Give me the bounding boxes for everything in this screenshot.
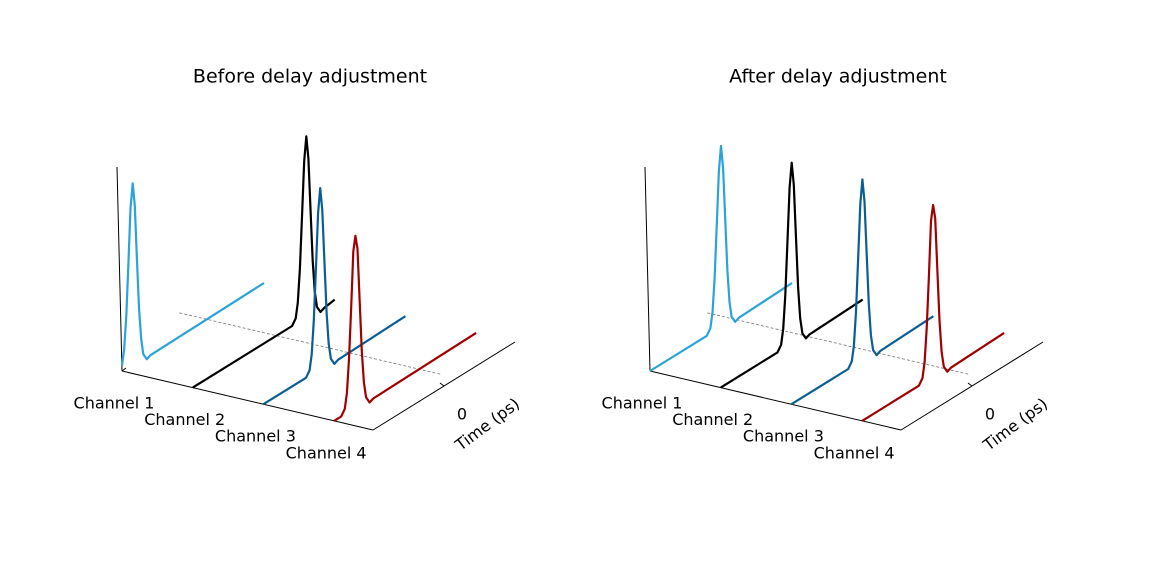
channel-label: Channel 3 <box>215 427 296 446</box>
channel-axis <box>121 370 374 431</box>
trace <box>649 144 793 372</box>
amplitude-axis <box>116 166 123 372</box>
channel-label: Channel 1 <box>602 394 683 413</box>
x-axis-label: Time (ps) <box>979 394 1051 455</box>
chart-title: After delay adjustment <box>729 66 947 88</box>
amplitude-axis <box>644 166 651 372</box>
channel-label: Channel 3 <box>743 427 824 446</box>
channel-label: Channel 2 <box>672 410 753 429</box>
reference-line <box>707 312 970 375</box>
channel-label: Channel 4 <box>286 443 367 462</box>
x-axis-label: Time (ps) <box>451 394 523 455</box>
channel-axis <box>649 370 902 431</box>
channel-label: Channel 2 <box>144 410 225 429</box>
trace <box>262 187 406 406</box>
channel-label: Channel 1 <box>74 394 155 413</box>
trace <box>192 135 336 389</box>
trace <box>120 182 265 366</box>
trace <box>790 178 935 406</box>
x-tick-label: 0 <box>985 405 995 424</box>
channel-tick <box>121 367 127 372</box>
trace <box>720 161 864 389</box>
x-tick <box>439 382 445 387</box>
x-tick-label: 0 <box>457 405 467 424</box>
trace <box>861 203 1005 422</box>
chart-title: Before delay adjustment <box>193 66 427 88</box>
channel-label: Channel 4 <box>814 443 895 462</box>
x-tick <box>967 382 973 387</box>
trace <box>333 234 477 422</box>
